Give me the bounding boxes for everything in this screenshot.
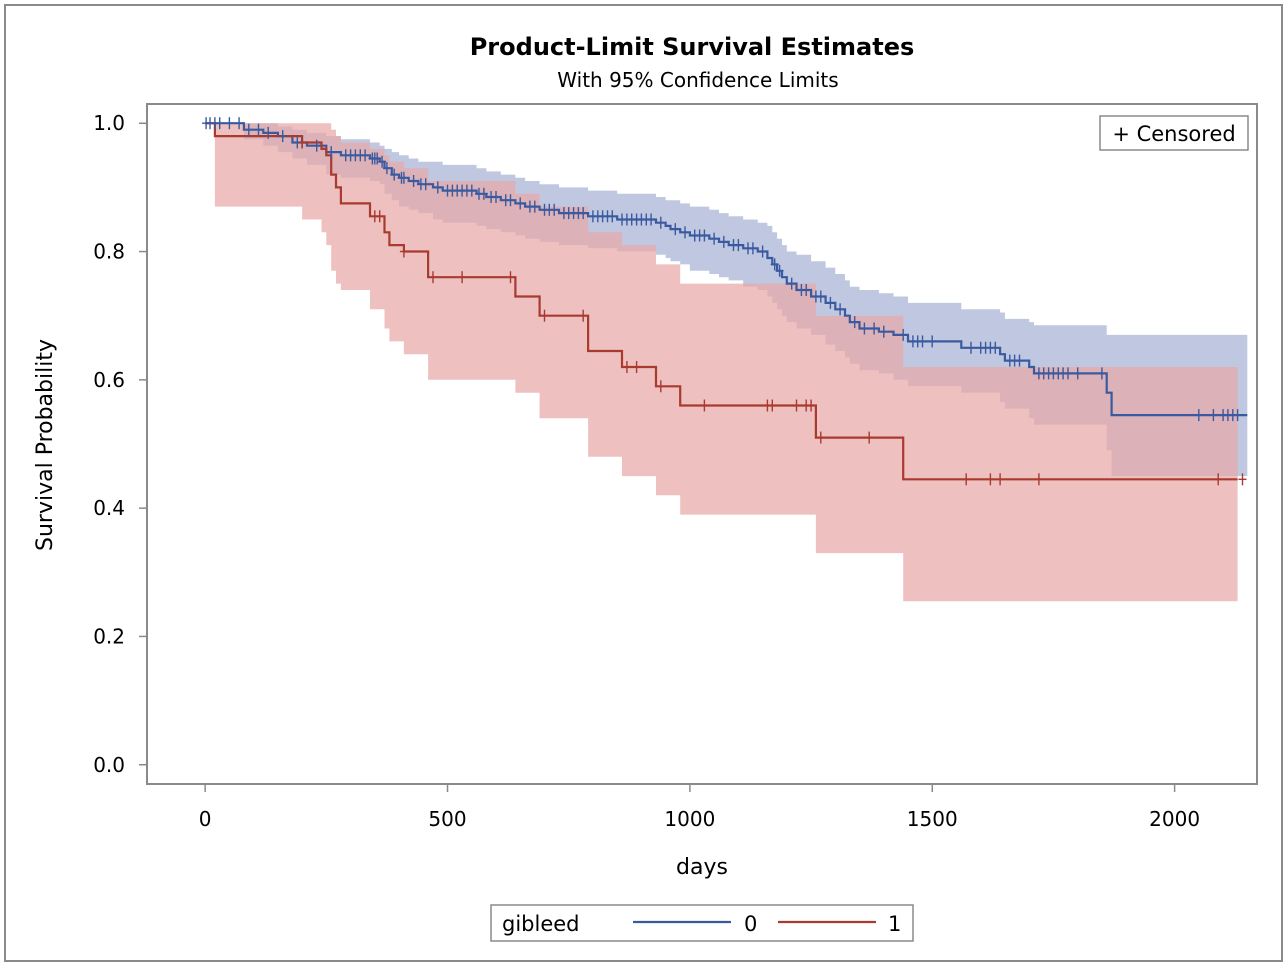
x-tick-label: 1000 (664, 807, 715, 831)
x-tick-label: 500 (428, 807, 466, 831)
x-tick-label: 2000 (1149, 807, 1200, 831)
y-tick-label: 0.6 (93, 368, 125, 392)
x-axis-label: days (676, 855, 728, 880)
censored-legend-text: + Censored (1112, 122, 1235, 146)
y-tick-label: 0.8 (93, 240, 125, 264)
group-legend-title: gibleed (502, 912, 580, 936)
survival-line-0 (205, 122, 1248, 417)
y-axis: 0.0 0.2 0.4 0.6 0.8 1.0 (93, 111, 147, 777)
x-tick-label: 1500 (907, 807, 958, 831)
censored-legend-box (1099, 115, 1249, 151)
y-axis-label: Survival Probability (33, 339, 58, 551)
y-tick-label: 0.2 (93, 624, 125, 648)
y-tick-label: 0.4 (93, 496, 125, 520)
x-axis: 0 500 1000 1500 2000 (199, 784, 1200, 831)
confidence-bands (205, 123, 1248, 602)
plot-area (202, 117, 1248, 602)
group-legend: gibleed 0 1 (490, 904, 914, 942)
censored-legend: + Censored (1099, 115, 1249, 151)
x-tick-label: 0 (199, 807, 212, 831)
ci-band-1 (214, 123, 1238, 602)
legend-label-0: 0 (744, 912, 757, 936)
y-tick-label: 1.0 (93, 111, 125, 135)
chart-title: Product-Limit Survival Estimates (470, 33, 915, 61)
chart-subtitle: With 95% Confidence Limits (557, 68, 838, 92)
legend-label-1: 1 (888, 912, 901, 936)
censor-marks (202, 117, 1247, 486)
plot-frame (146, 103, 1258, 785)
y-tick-label: 0.0 (93, 753, 125, 777)
